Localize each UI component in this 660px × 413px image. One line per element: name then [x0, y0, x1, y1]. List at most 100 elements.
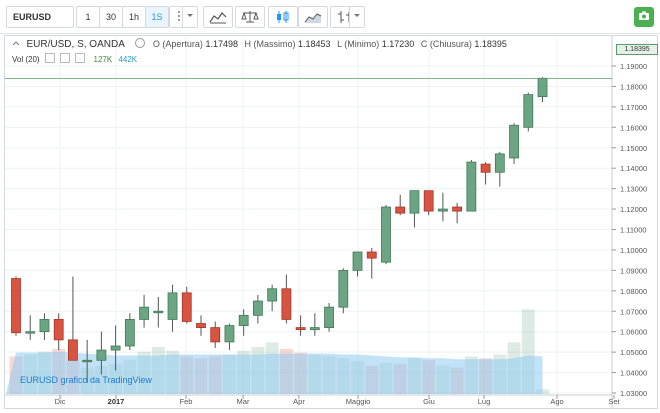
candle-body	[537, 77, 548, 98]
volume-visibility-icon[interactable]	[44, 53, 55, 63]
candle-body	[395, 206, 406, 214]
volume-ma-value: 442K	[118, 55, 138, 64]
candle-body	[82, 359, 93, 363]
low-value: 1.17230	[381, 39, 415, 49]
candle-body	[224, 325, 235, 343]
price-tick-label: 1.10000	[620, 246, 647, 255]
candle-body	[124, 319, 135, 347]
snapshot-button[interactable]	[634, 7, 654, 27]
price-tick-label: 1.06000	[620, 328, 647, 337]
price-tick-label: 1.09000	[620, 266, 647, 275]
time-tick-label: Feb	[180, 397, 193, 406]
candle-body	[409, 190, 420, 214]
candle-body	[210, 327, 221, 343]
price-tick-label: 1.19000	[620, 62, 647, 71]
candle-body	[196, 323, 206, 329]
candle-body	[96, 349, 107, 361]
candle-body	[437, 208, 448, 212]
candle-body	[338, 269, 349, 308]
candle-body	[381, 206, 391, 263]
camera-icon	[639, 11, 649, 20]
candle-body	[68, 339, 78, 361]
collapse-legend-icon[interactable]	[12, 40, 20, 48]
time-tick-label: Maggio	[346, 397, 371, 406]
volume-close-icon[interactable]	[75, 53, 86, 63]
price-tick-label: 1.03000	[620, 389, 647, 398]
time-tick-label: Dic	[55, 397, 66, 406]
candle-body	[480, 163, 491, 173]
candle-body	[423, 190, 434, 212]
candle-body	[523, 94, 534, 128]
candle-body	[11, 278, 21, 334]
candle-body	[366, 251, 377, 259]
candles-style-button[interactable]	[268, 6, 298, 28]
open-value: 1.17498	[205, 39, 238, 49]
price-tick-label: 1.13000	[620, 185, 647, 194]
candle-body	[25, 331, 36, 334]
price-axis: 1.19000 1.18000 1.17000 1.16000 1.15000 1.140…	[612, 62, 647, 398]
time-tick-label: Ago	[550, 397, 563, 406]
time-tick-label: Set	[608, 397, 620, 406]
candle-body	[238, 314, 249, 326]
low-label: L (Minimo)	[337, 39, 380, 49]
candle-body	[281, 288, 292, 320]
candle-body	[324, 306, 334, 329]
time-tick-label: Apr	[293, 397, 305, 406]
more-vertical-icon	[178, 11, 180, 21]
candle-body	[39, 319, 50, 333]
candle-body	[466, 161, 477, 212]
candle-body	[452, 206, 463, 212]
price-tick-label: 1.17000	[620, 103, 647, 112]
candle-body	[167, 292, 178, 320]
price-tick-label: 1.18000	[620, 82, 647, 91]
candles	[11, 77, 548, 383]
chart-style-dropdown-button[interactable]	[349, 6, 365, 28]
interval-30-button[interactable]: 30	[99, 6, 123, 28]
volume-settings-icon[interactable]	[60, 53, 71, 63]
price-tick-label: 1.14000	[620, 164, 647, 173]
price-tick-label: 1.11000	[620, 226, 647, 235]
compare-button[interactable]	[235, 6, 265, 28]
price-tick-label: 1.12000	[620, 205, 647, 214]
candle-body	[494, 153, 505, 173]
series-legend: EUR/USD, S, OANDA O (Apertura) 1.17498 H…	[12, 38, 511, 50]
indicators-button[interactable]	[203, 6, 233, 28]
candle-body	[253, 300, 263, 316]
close-value: 1.18395	[474, 39, 507, 49]
candle-body	[352, 251, 363, 271]
watermark: EURUSD grafico da TradingView	[20, 375, 152, 385]
series-title: EUR/USD, S, OANDA	[26, 39, 125, 50]
chevron-down-icon	[354, 14, 360, 17]
candle-body	[295, 327, 306, 331]
high-label: H (Massimo)	[244, 39, 296, 49]
visibility-toggle-icon[interactable]	[135, 38, 146, 48]
candle-body	[153, 310, 164, 314]
candle-body	[509, 124, 519, 159]
toolbar: EURUSD 1 30 1h 1S	[0, 0, 660, 34]
price-tick-label: 1.07000	[620, 307, 647, 316]
interval-dropdown-button[interactable]	[182, 6, 198, 28]
candle-body	[139, 306, 149, 320]
symbol-search-input[interactable]: EURUSD	[6, 6, 74, 28]
grid-lines	[5, 37, 612, 395]
volume-label: Vol (20)	[12, 55, 40, 64]
candle-body	[110, 345, 121, 351]
time-tick-label: Mar	[237, 397, 250, 406]
area-style-button[interactable]	[298, 6, 328, 28]
close-label: C (Chiusura)	[420, 39, 472, 49]
price-tick-label: 1.08000	[620, 287, 647, 296]
interval-1w-button[interactable]: 1S	[145, 6, 169, 28]
candle-body	[309, 327, 320, 331]
chevron-down-icon	[187, 14, 193, 17]
volume-ma-area	[6, 351, 543, 394]
price-tick-label: 1.05000	[620, 348, 647, 357]
time-axis: Dic 2017 Feb Mar Apr Maggio Giu Lug Ago Set	[55, 395, 621, 406]
time-tick-label: 2017	[108, 397, 125, 406]
time-tick-label: Lug	[478, 397, 491, 406]
compare-icon	[241, 11, 259, 23]
area-chart-icon	[304, 13, 322, 23]
price-tick-label: 1.16000	[620, 123, 647, 132]
time-tick-label: Giu	[423, 397, 435, 406]
volume-legend: Vol (20) 127K 442K	[12, 53, 137, 64]
